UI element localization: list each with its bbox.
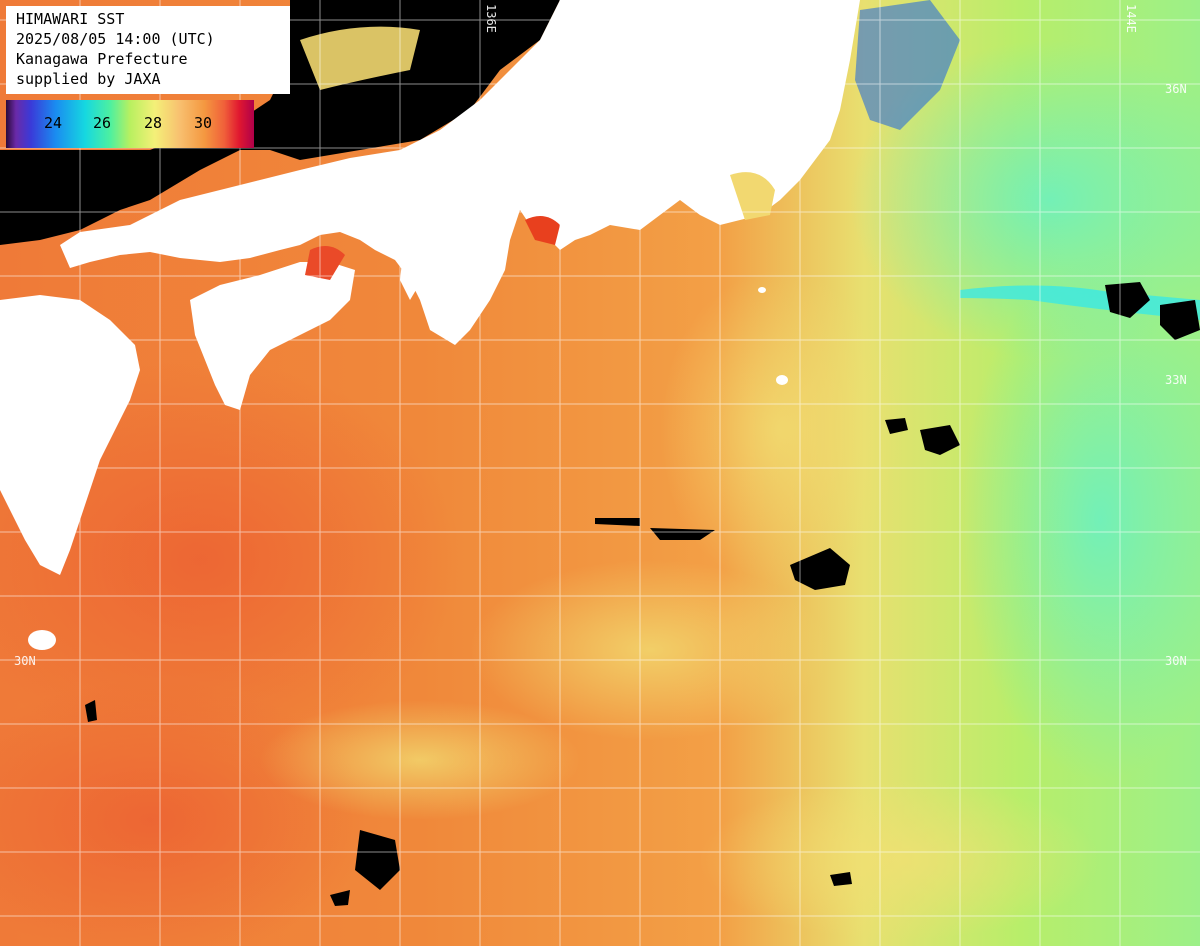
clouds-ocean xyxy=(85,282,1200,906)
lat-label-36n: 36N xyxy=(1165,82,1187,96)
legend-tick-26: 26 xyxy=(93,114,112,132)
info-credit: supplied by JAXA xyxy=(16,70,161,88)
land-izu xyxy=(730,172,775,220)
cold-ne-patch xyxy=(855,0,960,130)
island-tanegashima xyxy=(28,630,56,650)
cloud-north xyxy=(0,0,560,245)
cool-front-e xyxy=(960,260,1200,780)
land-kyushu xyxy=(0,295,140,575)
info-region: Kanagawa Prefecture xyxy=(16,50,188,68)
land-honshu xyxy=(60,0,860,345)
info-box: HIMAWARI SST 2025/08/05 14:00 (UTC) Kana… xyxy=(6,6,290,94)
lon-label-144e: 144E xyxy=(1124,4,1138,33)
cold-filament xyxy=(960,285,1200,320)
island-small-1 xyxy=(10,374,26,386)
hot-bay-osaka xyxy=(305,246,345,280)
info-title: HIMAWARI SST xyxy=(16,10,125,28)
hot-bay-kii xyxy=(525,216,560,245)
land-kii xyxy=(400,230,440,300)
legend-tick-28: 28 xyxy=(144,114,163,132)
mild-patch-2 xyxy=(470,560,830,740)
lat-label-33n: 33N xyxy=(1165,373,1187,387)
island-small-2 xyxy=(758,287,766,293)
legend-tick-30: 30 xyxy=(194,114,213,132)
legend-tick-24: 24 xyxy=(44,114,63,132)
info-timestamp: 2025/08/05 14:00 (UTC) xyxy=(16,30,215,48)
mild-patch-1 xyxy=(660,270,900,590)
land-shikoku xyxy=(190,262,355,410)
color-scale-legend: 24 26 28 30 xyxy=(6,100,254,148)
lat-label-30n-left: 30N xyxy=(14,654,36,668)
cloud-north-yellow xyxy=(300,26,420,91)
island-izu-oshima xyxy=(776,375,788,385)
lon-label-136e: 136E xyxy=(484,4,498,33)
mild-patch-3 xyxy=(260,700,580,820)
lat-label-30n-right: 30N xyxy=(1165,654,1187,668)
